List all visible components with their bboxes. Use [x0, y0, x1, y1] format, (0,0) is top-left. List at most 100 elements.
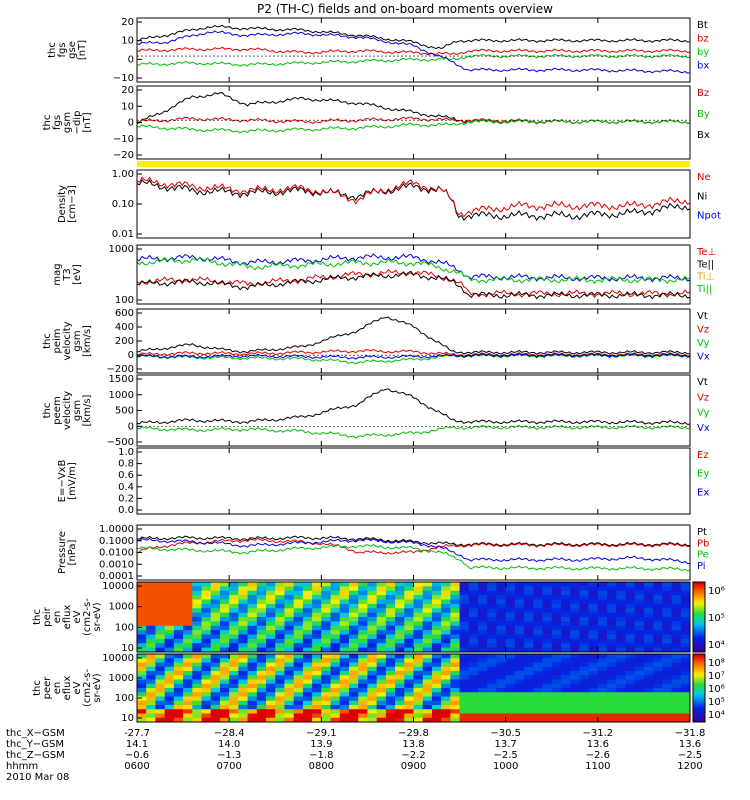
spectrogram-cell [653, 590, 663, 596]
spectrogram-cell [653, 683, 663, 689]
spectrogram-cell [137, 666, 147, 672]
spectrogram-cell [155, 717, 166, 723]
ylabel-line: thc [42, 333, 53, 349]
spectrogram-cell [266, 621, 276, 627]
spectrogram-cell [653, 612, 663, 618]
spectrogram-cell [579, 675, 590, 680]
ytick-label: 10000 [102, 653, 134, 664]
xtick-label: −30.5 [490, 728, 521, 739]
spectrogram-cell [302, 586, 313, 592]
spectrogram-cell [330, 612, 341, 618]
spectrogram-cell [321, 666, 332, 672]
spectrogram-cell [533, 692, 544, 697]
spectrogram-cell [533, 717, 544, 723]
spectrogram-cell [468, 647, 479, 653]
spectrogram-cell [533, 630, 544, 635]
spectrogram-cell [468, 683, 479, 689]
spectrogram-cell [524, 586, 534, 592]
spectrogram-cell [570, 617, 580, 622]
spectrogram-cell [671, 612, 682, 618]
spectrogram-cell [625, 625, 636, 631]
spectrogram-cell [671, 621, 682, 627]
spectrogram-cell [339, 654, 350, 659]
spectrogram-cell [597, 603, 608, 609]
spectrogram-cell [551, 599, 562, 605]
spectrogram-cell [634, 692, 645, 697]
spectrogram-cell [570, 634, 580, 640]
spectrogram-cell [625, 683, 636, 689]
spectrogram-cell [413, 671, 424, 676]
spectrogram-cell [478, 700, 488, 706]
spectrogram-cell [441, 586, 451, 592]
spectrogram-cell [450, 666, 461, 672]
spectrogram-cell [146, 675, 156, 680]
spectrogram-cell [653, 709, 663, 714]
spectrogram-cell [385, 705, 396, 710]
spectrogram-cell [293, 608, 304, 614]
spectrogram-cell [505, 671, 516, 676]
spectrogram-cell [459, 586, 470, 592]
spectrogram-cell [533, 608, 544, 614]
spectrogram-cell [164, 696, 175, 702]
spectrogram-cell [680, 608, 691, 614]
spectrogram-cell [321, 713, 332, 719]
spectrogram-cell [413, 590, 424, 596]
spectrogram-cell [321, 599, 332, 605]
spectrogram-cell [588, 679, 599, 685]
spectrogram-cell [321, 582, 332, 587]
spectrogram-cell [422, 595, 433, 600]
spectrogram-cell [395, 700, 405, 706]
legend-item: Pe [697, 550, 709, 561]
spectrogram-cell [524, 679, 534, 685]
spectrogram-cell [634, 599, 645, 605]
spectrogram-cell [395, 713, 405, 719]
spectrogram-cell [496, 590, 507, 596]
spectrogram-cell [229, 713, 239, 719]
spectrogram-cell [413, 717, 424, 723]
spectrogram-cell [680, 713, 691, 719]
spectrogram-cell [312, 590, 322, 596]
spectrogram-cell [551, 582, 562, 587]
spectrogram-cell [348, 630, 359, 635]
spectrogram-cell [487, 638, 497, 644]
spectrogram-cell [616, 713, 626, 719]
spectrogram-cell [450, 638, 461, 644]
spectrogram-cell [431, 662, 442, 668]
spectrogram-cell [579, 621, 590, 627]
spectrogram-cell [431, 700, 442, 706]
spectrogram-cell [422, 679, 433, 685]
legend-item: by [697, 47, 709, 58]
spectrogram-cell [422, 603, 433, 609]
spectrogram-cell [238, 692, 249, 697]
spectrogram-cell [155, 671, 166, 676]
spectrogram-cell [358, 621, 368, 627]
spectrogram-cell [671, 713, 682, 719]
spectrogram-cell [570, 630, 580, 635]
spectrogram-cell [514, 612, 525, 618]
spectrogram-cell [496, 696, 507, 702]
spectrogram-cell [256, 658, 267, 663]
spectrogram-cell [634, 625, 645, 631]
spectrogram-cell [662, 625, 673, 631]
spectrogram-cell [339, 625, 350, 631]
spectrogram-cell [266, 608, 276, 614]
spectrogram-cell [634, 590, 645, 596]
spectrogram-cell [551, 630, 562, 635]
spectrogram-cell [256, 709, 267, 714]
spectrogram-cell [284, 612, 295, 618]
spectrogram-cell [653, 586, 663, 592]
spectrogram-cell [330, 700, 341, 706]
ytick-label: 0.0010 [99, 559, 134, 570]
spectrogram-cell [330, 586, 341, 592]
spectrogram-cell [238, 705, 249, 710]
spectrogram-cell [524, 683, 534, 689]
xtick-label: 0600 [124, 761, 149, 772]
spectrogram-cell [229, 705, 239, 710]
colorbar-cell [693, 612, 705, 616]
spectrogram-cell [625, 603, 636, 609]
spectrogram-cell [385, 643, 396, 649]
spectrogram-cell [560, 688, 571, 693]
spectrogram-cell [247, 683, 258, 689]
spectrogram-cell [302, 612, 313, 618]
